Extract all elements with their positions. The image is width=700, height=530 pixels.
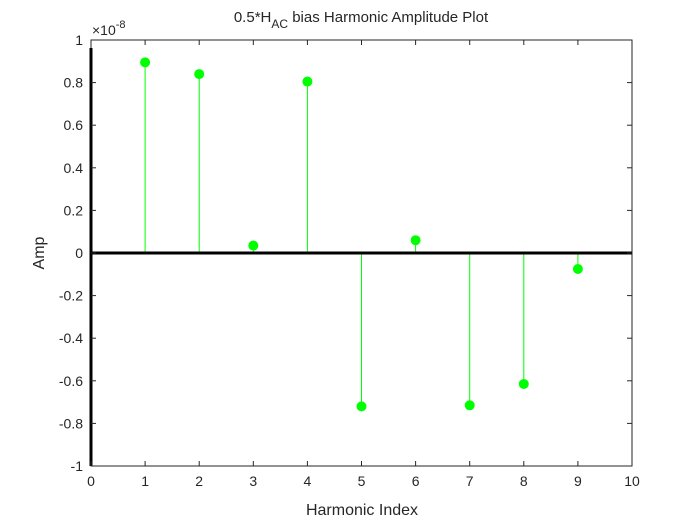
stem-marker [518, 378, 529, 389]
y-exponent-label: ×10-8 [92, 19, 126, 38]
chart-title-subscript: AC [271, 17, 288, 31]
y-tick-label: 0.8 [64, 75, 84, 91]
x-axis-title: Harmonic Index [306, 502, 418, 519]
y-tick-label: -0.2 [59, 288, 83, 304]
chart-title-suffix: bias Harmonic Amplitude Plot [288, 9, 489, 26]
stem-series [89, 48, 632, 466]
y-tick-label: 0.4 [64, 160, 84, 176]
axis-ticks [90, 39, 633, 467]
stem-marker [356, 401, 367, 412]
y-exponent-power: -8 [116, 19, 126, 31]
x-tick-label: 5 [358, 473, 366, 489]
x-tick-label: 9 [574, 473, 582, 489]
x-tick-label: 0 [87, 473, 95, 489]
y-tick-label: -1 [71, 458, 84, 474]
stem-marker [464, 400, 475, 411]
x-tick-label: 10 [624, 473, 640, 489]
y-tick-label: 0 [75, 245, 83, 261]
axis-labels: 0 1 2 3 4 5 6 7 8 9 10 -1 -0.8 -0.6 -0.4 -0.2 0 0.2 0.4 0.6… [59, 32, 640, 489]
x-tick-label: 2 [195, 473, 203, 489]
chart-title: 0.5*HAC bias Harmonic Amplitude Plot [234, 9, 489, 31]
y-exponent-base: ×10 [92, 22, 116, 38]
y-tick-label: -0.4 [59, 330, 83, 346]
x-tick-label: 8 [520, 473, 528, 489]
x-tick-label: 4 [304, 473, 312, 489]
stem-marker [572, 263, 583, 274]
y-tick-label: 1 [75, 32, 83, 48]
y-tick-label: 0.2 [64, 202, 84, 218]
y-axis-title: Amp [31, 236, 48, 269]
stem-marker [194, 69, 205, 80]
chart-title-prefix: 0.5*H [234, 9, 272, 26]
stem-marker [248, 240, 259, 251]
x-tick-label: 6 [412, 473, 420, 489]
x-tick-label: 3 [249, 473, 257, 489]
y-tick-label: 0.6 [64, 117, 84, 133]
stem-marker [302, 76, 313, 87]
stem-marker [140, 57, 151, 68]
x-tick-label: 7 [466, 473, 474, 489]
x-tick-label: 1 [141, 473, 149, 489]
y-tick-label: -0.8 [59, 415, 83, 431]
stem-marker [410, 235, 421, 246]
y-tick-label: -0.6 [59, 373, 83, 389]
